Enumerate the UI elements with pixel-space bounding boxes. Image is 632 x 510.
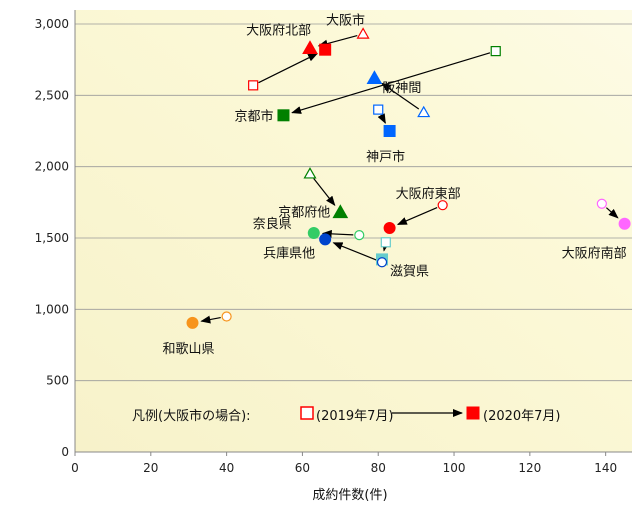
x-tick-label: 100 bbox=[443, 461, 466, 475]
change-arrow bbox=[313, 178, 336, 207]
change-arrow bbox=[332, 242, 377, 261]
y-tick-label: 1,000 bbox=[35, 302, 69, 316]
y-tick-label: 3,000 bbox=[35, 17, 69, 31]
legend-marker-2019 bbox=[300, 406, 314, 420]
point-2019 bbox=[221, 311, 232, 322]
region-label: 奈良県 bbox=[253, 216, 292, 232]
point-2019 bbox=[596, 198, 607, 209]
point-2020 bbox=[383, 222, 396, 235]
point-2019 bbox=[248, 80, 259, 91]
legend-label-2020: (2020年7月) bbox=[483, 409, 561, 424]
region-label: 阪神間 bbox=[382, 81, 421, 96]
point-2019 bbox=[490, 46, 501, 57]
point-2019 bbox=[380, 237, 391, 248]
point-2020 bbox=[618, 217, 631, 230]
point-2019 bbox=[417, 105, 431, 118]
x-tick-label: 80 bbox=[371, 461, 386, 475]
y-tick-label: 1,500 bbox=[35, 231, 69, 245]
point-2020 bbox=[307, 227, 320, 240]
x-axis-title: 成約件数(件) bbox=[312, 488, 387, 503]
point-2019 bbox=[354, 230, 365, 241]
point-2020 bbox=[332, 204, 349, 219]
change-arrow bbox=[291, 52, 491, 114]
point-2019 bbox=[373, 104, 384, 115]
point-2019 bbox=[356, 27, 370, 39]
region-label: 兵庫県他 bbox=[263, 246, 315, 261]
point-2020 bbox=[277, 109, 290, 122]
region-label: 大阪府南部 bbox=[562, 246, 627, 262]
y-tick-label: 500 bbox=[46, 374, 69, 388]
region-label: 京都府他 bbox=[278, 205, 330, 220]
point-2020 bbox=[186, 316, 199, 329]
point-2020 bbox=[302, 40, 318, 55]
y-tick-label: 0 bbox=[61, 445, 69, 459]
region-label: 和歌山県 bbox=[162, 342, 214, 357]
change-arrow bbox=[605, 207, 619, 219]
region-label: 大阪府北部 bbox=[246, 24, 311, 39]
point-2019 bbox=[303, 167, 317, 179]
change-arrow bbox=[377, 113, 386, 124]
plot-area bbox=[75, 10, 632, 452]
point-2020 bbox=[319, 233, 332, 246]
legend: 凡例(大阪市の場合): (2019年7月) (2020年7月) bbox=[132, 406, 561, 424]
point-2019 bbox=[437, 200, 448, 211]
x-tick-label: 140 bbox=[594, 461, 617, 475]
region-label: 大阪府東部 bbox=[396, 186, 461, 202]
y-tick-label: 2,500 bbox=[35, 88, 69, 102]
legend-marker-2020 bbox=[466, 406, 480, 420]
change-arrow bbox=[200, 315, 221, 324]
point-2019 bbox=[376, 257, 388, 268]
region-label: 大阪市 bbox=[326, 12, 365, 28]
point-2020 bbox=[383, 125, 396, 137]
point-2020 bbox=[319, 43, 332, 56]
region-label: 滋賀県 bbox=[390, 264, 429, 279]
point-2020 bbox=[366, 70, 383, 84]
change-arrow bbox=[382, 240, 390, 252]
change-arrow bbox=[321, 229, 354, 238]
change-arrow bbox=[381, 82, 420, 110]
x-tick-label: 0 bbox=[71, 461, 79, 475]
x-tick-label: 120 bbox=[518, 461, 541, 475]
change-arrow bbox=[258, 53, 318, 84]
legend-prefix: 凡例(大阪市の場合): bbox=[132, 408, 251, 424]
x-tick-label: 20 bbox=[143, 461, 158, 475]
change-arrow bbox=[396, 207, 438, 226]
x-tick-label: 60 bbox=[295, 461, 310, 475]
legend-label-2019: (2019年7月) bbox=[316, 409, 394, 424]
y-tick-label: 2,000 bbox=[35, 160, 69, 174]
x-tick-label: 40 bbox=[219, 461, 234, 475]
region-label: 神戸市 bbox=[366, 149, 405, 165]
region-label: 京都市 bbox=[234, 108, 273, 124]
